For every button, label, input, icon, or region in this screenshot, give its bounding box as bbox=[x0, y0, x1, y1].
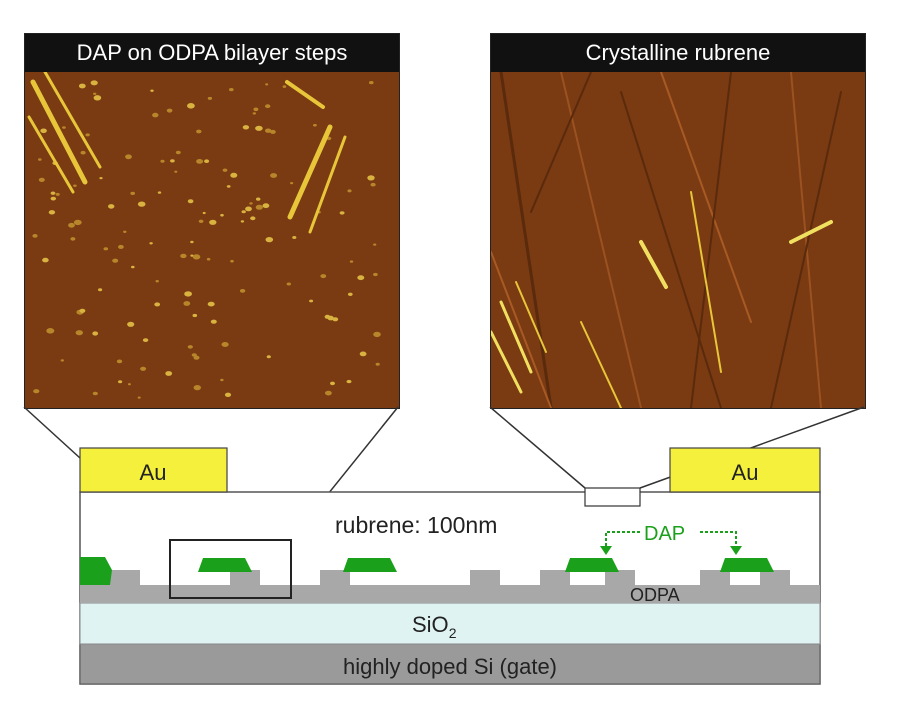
odpa-label: ODPA bbox=[630, 585, 680, 605]
afm-panel-right: Crystalline rubrene bbox=[490, 33, 866, 409]
afm-panel-left-title: DAP on ODPA bilayer steps bbox=[25, 34, 399, 72]
odpa-steps bbox=[110, 570, 790, 585]
oxide-layer bbox=[79, 602, 821, 645]
oxide-label: SiO2 bbox=[412, 612, 457, 641]
afm-panel-left: DAP on ODPA bilayer steps bbox=[24, 33, 400, 409]
zoom-box-left bbox=[169, 539, 292, 599]
dap-arrows bbox=[605, 531, 737, 548]
electrode-left bbox=[79, 447, 228, 493]
zoom-box-right bbox=[584, 487, 641, 507]
electrode-left-label: Au bbox=[140, 460, 167, 485]
dap-crystallites bbox=[27, 72, 347, 234]
gate-label: highly doped Si (gate) bbox=[343, 654, 557, 679]
dap-islands bbox=[32, 80, 381, 399]
afm-image-rubrene bbox=[491, 72, 865, 408]
afm-image-dap bbox=[25, 72, 399, 408]
gate-layer bbox=[79, 643, 821, 685]
rubrene-label: rubrene: 100nm bbox=[335, 512, 497, 538]
afm-panel-right-title: Crystalline rubrene bbox=[491, 34, 865, 72]
odpa-base bbox=[80, 585, 820, 603]
electrode-right-label: Au bbox=[732, 460, 759, 485]
rubrene-grains bbox=[491, 72, 842, 408]
dap-arrowheads bbox=[600, 546, 742, 555]
dap-islands-diagram bbox=[80, 557, 774, 585]
electrode-right bbox=[669, 447, 821, 493]
dap-label: DAP bbox=[644, 523, 685, 545]
